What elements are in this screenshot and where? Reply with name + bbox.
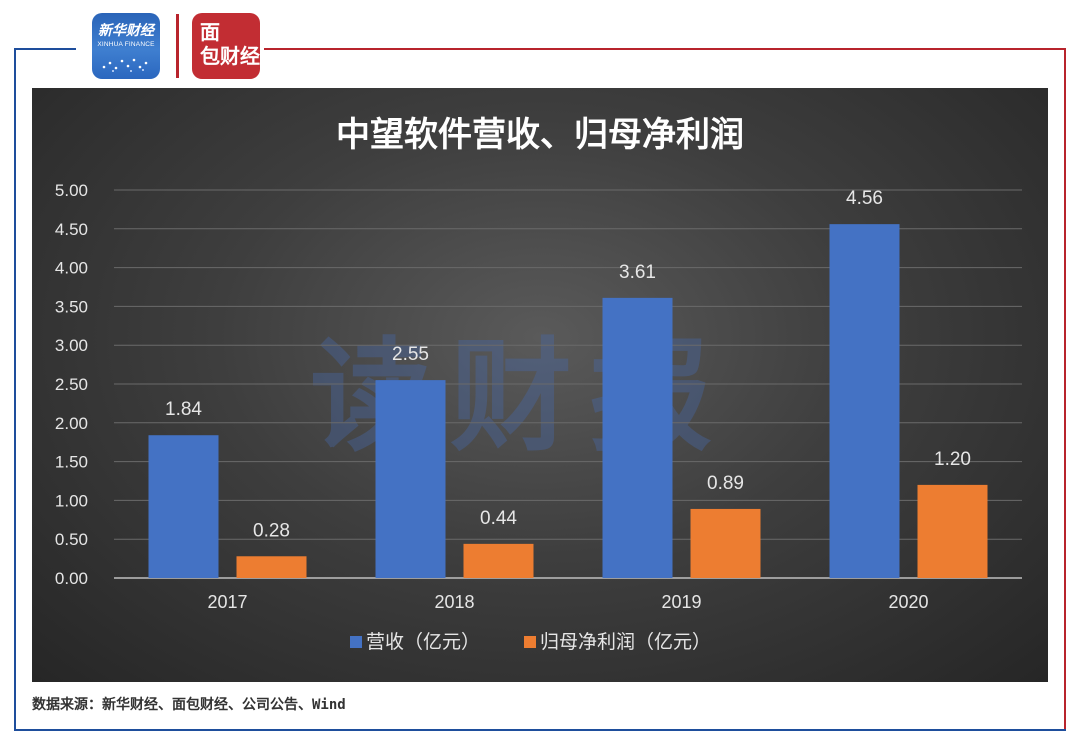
xinhua-finance-logo: 新华财经 XINHUA FINANCE [92, 13, 160, 79]
y-tick-label: 2.50 [55, 375, 88, 394]
bar-net-profit [236, 556, 307, 578]
data-label: 4.56 [846, 188, 883, 209]
y-tick-label: 1.00 [55, 491, 88, 510]
bar-revenue [375, 380, 446, 578]
frame-right-line [1064, 48, 1066, 731]
chart-title: 中望软件营收、归母净利润 [336, 115, 744, 155]
frame-top-right-line [264, 48, 1066, 50]
y-tick-label: 0.50 [55, 530, 88, 549]
y-tick-label: 4.00 [55, 259, 88, 278]
xinhua-logo-en-text: XINHUA FINANCE [97, 41, 155, 48]
legend-label-revenue: 营收（亿元） [366, 631, 480, 653]
data-label: 1.84 [165, 399, 202, 420]
logo-divider [176, 14, 179, 78]
frame-top-left-line [14, 48, 76, 50]
frame-left-line [14, 48, 16, 731]
bar-chart: 中望软件营收、归母净利润 0.00 0.50 1.00 1.50 2.00 2.50 3.0… [55, 115, 1022, 653]
y-tick-label: 3.50 [55, 297, 88, 316]
legend-label-net-profit: 归母净利润（亿元） [540, 631, 711, 653]
y-tick-label: 3.00 [55, 336, 88, 355]
legend-swatch-revenue [350, 636, 362, 648]
y-tick-label: 0.00 [55, 569, 88, 588]
data-label: 2.55 [392, 344, 429, 365]
legend-swatch-net-profit [524, 636, 536, 648]
x-tick-label: 2020 [888, 592, 928, 612]
bar-net-profit [463, 543, 534, 578]
data-label: 3.61 [619, 262, 656, 283]
frame-bottom-line [14, 729, 1066, 731]
y-tick-label: 1.50 [55, 453, 88, 472]
source-note: 数据来源：新华财经、面包财经、公司公告、Wind [32, 697, 346, 713]
mianbao-logo-text-line2: 包财经 [200, 44, 260, 68]
bar-revenue [148, 435, 219, 578]
x-tick-label: 2019 [661, 592, 701, 612]
y-tick-label: 2.00 [55, 414, 88, 433]
chart-panel: 读财报 中望软件营收、归母净利润 0.00 0.50 1.00 1.50 2.00 2.5… [32, 88, 1048, 682]
x-tick-label: 2017 [207, 592, 247, 612]
bar-revenue [829, 224, 900, 579]
mianbao-finance-logo: 面 包财经 [192, 13, 260, 79]
y-tick-label: 5.00 [55, 181, 88, 200]
x-tick-label: 2018 [434, 592, 474, 612]
bar-revenue [602, 297, 673, 578]
bar-net-profit [917, 484, 988, 578]
bar-net-profit [690, 508, 761, 578]
data-label: 0.44 [480, 508, 517, 529]
y-tick-label: 4.50 [55, 220, 88, 239]
xinhua-logo-dots-icon [102, 58, 148, 72]
data-label: 0.89 [707, 473, 744, 494]
mianbao-logo-text-line1: 面 [200, 20, 220, 44]
data-label: 0.28 [253, 520, 290, 541]
xinhua-logo-cn-text: 新华财经 [98, 23, 154, 39]
data-label: 1.20 [934, 449, 971, 470]
